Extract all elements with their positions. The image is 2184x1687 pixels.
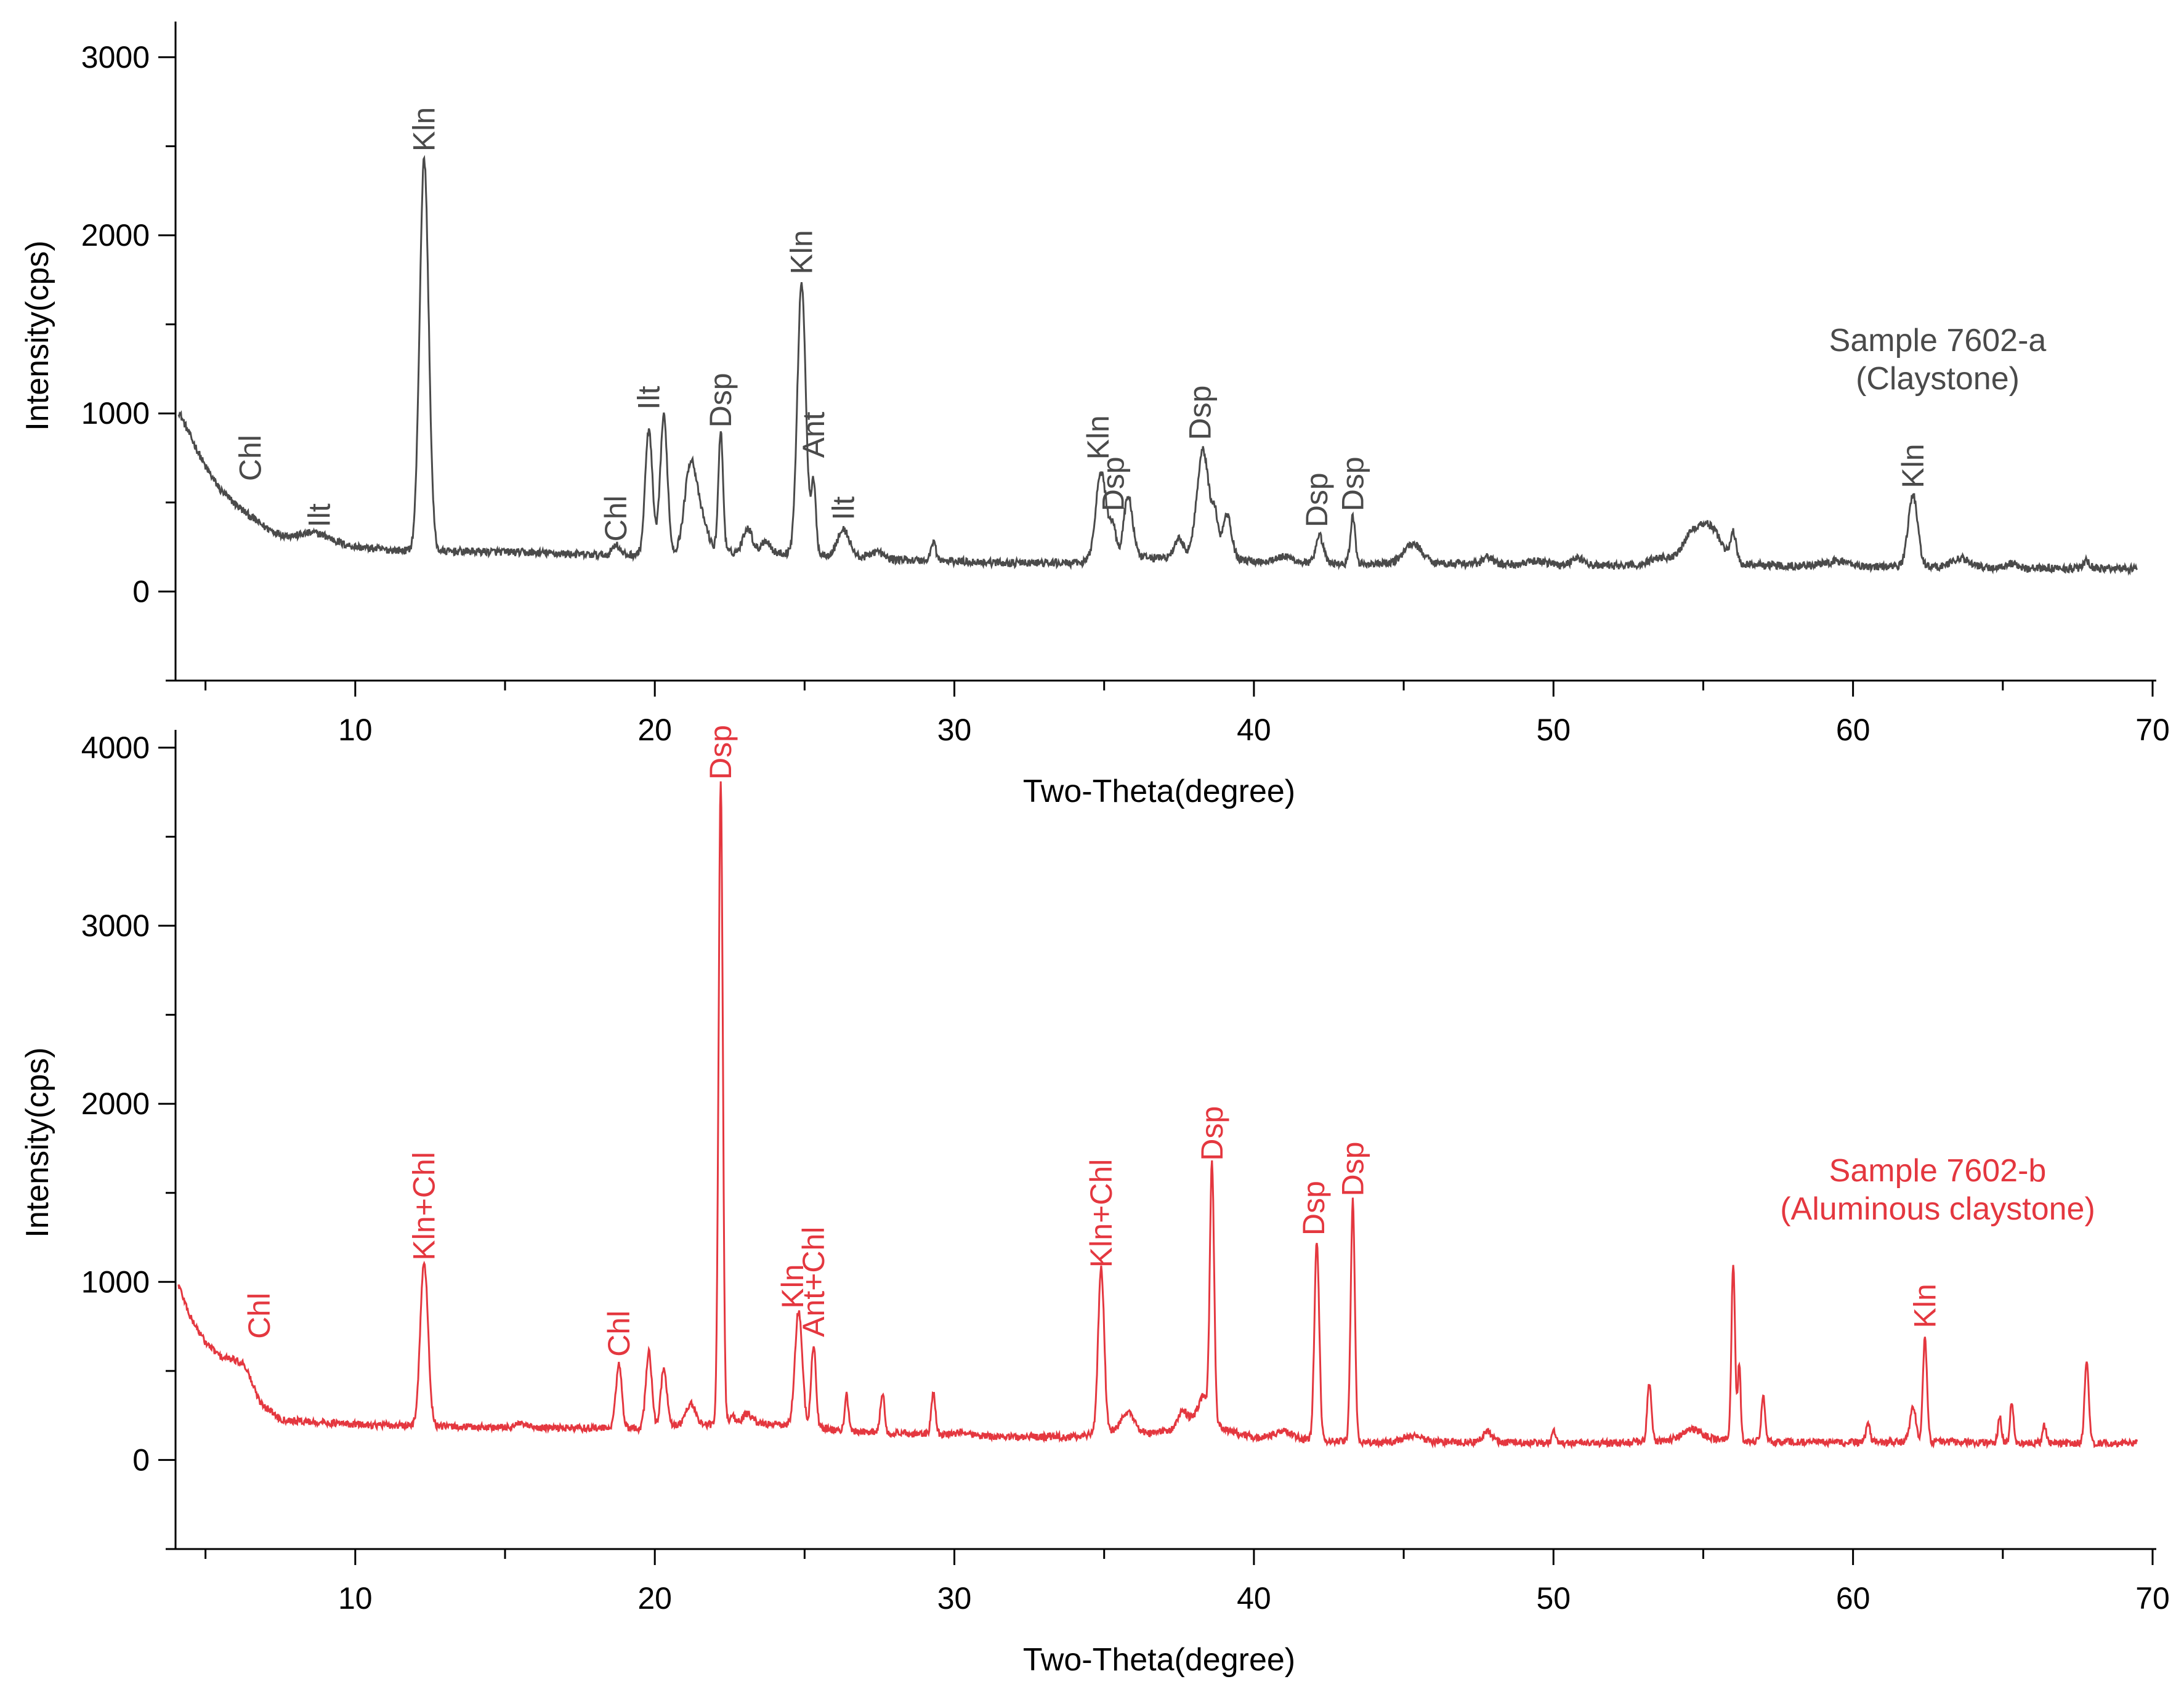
- y-tick-label: 3000: [81, 908, 150, 943]
- peak-label: Kln+Chl: [407, 1152, 442, 1261]
- sample-label-line2: (Claystone): [1856, 361, 2020, 397]
- y-axis-title: Intensity(cps): [20, 240, 55, 431]
- peak-label: Dsp: [703, 725, 738, 780]
- x-tick-label: 40: [1237, 1581, 1271, 1616]
- panel-claystone: 10 20 30 40 50 60 70 0 1000 2000 3000 Chl Ilt Kln Ch…: [20, 22, 2170, 809]
- x-tick-label: 60: [1836, 1581, 1871, 1616]
- peak-label: Ilt: [632, 386, 666, 410]
- x-tick-label: 30: [937, 1581, 972, 1616]
- x-tick-label: 20: [637, 713, 672, 747]
- peak-label: Dsp: [1096, 456, 1130, 511]
- peak-label: Kln: [1081, 415, 1115, 459]
- series-line-7602-b: [177, 781, 2138, 1450]
- x-axis-ticks: 10 20 30 40 50 60 70: [204, 1549, 2170, 1616]
- x-tick-label: 10: [338, 713, 373, 747]
- peak-label: Kln+Chl: [1084, 1159, 1118, 1268]
- sample-label-line2: (Aluminous claystone): [1780, 1191, 2095, 1227]
- x-axis-title: Two-Theta(degree): [1023, 1642, 1295, 1678]
- peak-label: Ant+Chl: [796, 1227, 831, 1337]
- peak-label: Chl: [602, 1311, 636, 1357]
- y-axis-title: Intensity(cps): [20, 1047, 55, 1237]
- series-line-7602-a: [177, 155, 2138, 576]
- peak-label: Kln: [1907, 1284, 1942, 1328]
- peak-label: Ilt: [827, 496, 861, 520]
- peak-label: Kln: [775, 1264, 810, 1308]
- y-axis-ticks: 0 1000 2000 3000: [81, 40, 176, 682]
- y-axis-ticks: 0 1000 2000 3000 4000: [81, 730, 176, 1550]
- peak-label: Dsp: [1335, 456, 1370, 511]
- peak-label: Kln: [785, 230, 819, 274]
- y-tick-label: 3000: [81, 40, 150, 75]
- x-tick-label: 70: [2135, 1581, 2170, 1616]
- y-tick-label: 2000: [81, 218, 150, 253]
- y-tick-label: 4000: [81, 730, 150, 765]
- sample-label-line1: Sample 7602-b: [1829, 1153, 2047, 1189]
- peak-label: Ilt: [302, 503, 337, 527]
- peak-label: Dsp: [1335, 1142, 1370, 1197]
- peak-label: Dsp: [1183, 386, 1217, 440]
- y-tick-label: 1000: [81, 1264, 150, 1299]
- x-axis-title: Two-Theta(degree): [1023, 774, 1295, 809]
- peak-label: Dsp: [1296, 1181, 1331, 1236]
- peak-label: Kln: [1896, 443, 1930, 488]
- peak-label: Chl: [242, 1293, 277, 1339]
- x-tick-label: 20: [637, 1581, 672, 1616]
- peak-label: Ant: [796, 411, 831, 458]
- x-tick-label: 50: [1536, 1581, 1571, 1616]
- x-tick-label: 30: [937, 713, 972, 747]
- peak-label: Dsp: [1300, 472, 1334, 527]
- sample-label-line1: Sample 7602-a: [1829, 323, 2047, 358]
- peak-label: Dsp: [703, 373, 738, 427]
- peak-label: Kln: [407, 107, 442, 152]
- x-axis-ticks: 10 20 30 40 50 60 70: [204, 681, 2170, 747]
- x-tick-label: 10: [338, 1581, 373, 1616]
- y-tick-label: 1000: [81, 396, 150, 431]
- y-tick-label: 0: [132, 574, 150, 609]
- x-tick-label: 40: [1237, 713, 1271, 747]
- x-tick-label: 60: [1836, 713, 1871, 747]
- y-tick-label: 0: [132, 1442, 150, 1477]
- x-tick-label: 70: [2135, 713, 2170, 747]
- x-tick-label: 50: [1536, 713, 1571, 747]
- peak-label: Dsp: [1195, 1106, 1229, 1161]
- panel-aluminous-claystone: 10 20 30 40 50 60 70 0 1000 2000 3000 4000 Chl Kln+…: [20, 725, 2170, 1678]
- peak-annotations: ChlKln+ChlChlDspKlnAnt+ChlKln+ChlDspDspD…: [242, 725, 1942, 1357]
- peak-label: Chl: [599, 495, 633, 541]
- peak-label: Chl: [233, 435, 268, 481]
- y-tick-label: 2000: [81, 1086, 150, 1121]
